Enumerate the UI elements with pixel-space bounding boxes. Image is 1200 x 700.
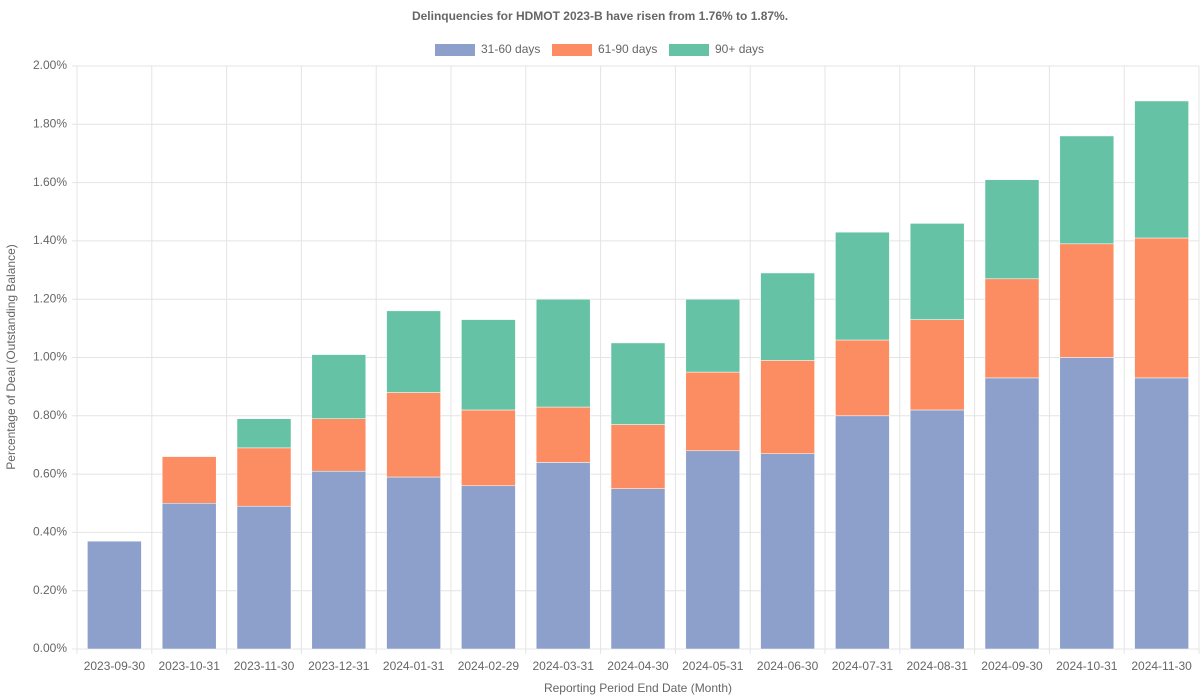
y-tick-label: 0.40% <box>33 525 67 539</box>
bar-segment <box>1134 100 1189 239</box>
x-axis-label: Reporting Period End Date (Month) <box>544 681 732 695</box>
y-tick-label: 1.40% <box>33 233 67 247</box>
bar-segment <box>236 447 292 507</box>
bar-segment <box>461 485 516 650</box>
x-tick-label: 2023-11-30 <box>234 659 295 673</box>
bar-segment <box>685 450 741 650</box>
x-tick-label: 2024-05-31 <box>682 659 744 673</box>
bar-segment <box>984 377 1040 650</box>
x-tick-label: 2024-02-29 <box>458 659 520 673</box>
x-tick-label: 2023-12-31 <box>308 659 370 673</box>
bar-segment <box>311 418 367 472</box>
x-tick-label: 2024-03-31 <box>533 659 595 673</box>
bar-segment <box>835 415 890 650</box>
legend-label: 31-60 days <box>481 42 540 56</box>
x-tick-label: 2024-01-31 <box>383 659 445 673</box>
bar-segment <box>535 406 591 463</box>
legend-label: 61-90 days <box>598 42 657 56</box>
y-tick-label: 1.80% <box>33 116 67 130</box>
bar-segment <box>1059 357 1115 650</box>
bar-segment <box>909 409 965 650</box>
bar-segment <box>161 503 217 650</box>
legend-swatch <box>669 44 709 56</box>
bar-segment <box>386 476 441 650</box>
bar-segment <box>161 456 217 504</box>
bar-segment <box>760 360 815 454</box>
bar-segment <box>1134 237 1189 379</box>
bar-segment <box>461 409 516 487</box>
bar-segment <box>461 319 516 411</box>
y-tick-label: 1.20% <box>33 291 67 305</box>
bar-segment <box>835 231 890 341</box>
chart-title: Delinquencies for HDMOT 2023-B have rise… <box>412 9 788 23</box>
bar-segment <box>87 540 142 650</box>
bar-segment <box>311 470 367 650</box>
bar-segment <box>835 339 890 417</box>
legend-swatch <box>435 44 475 56</box>
bar-segment <box>760 453 815 650</box>
bar-segment <box>311 354 367 419</box>
x-tick-label: 2024-07-31 <box>832 659 894 673</box>
x-tick-label: 2024-11-30 <box>1131 659 1192 673</box>
bar-segment <box>386 392 441 478</box>
bar-segment <box>685 298 741 373</box>
bar-segment <box>610 488 666 650</box>
bar-segment <box>685 371 741 452</box>
y-tick-label: 0.80% <box>33 408 67 422</box>
x-tick-label: 2023-10-31 <box>159 659 221 673</box>
bar-segment <box>984 179 1040 280</box>
y-axis-label: Percentage of Deal (Outstanding Balance) <box>4 244 18 469</box>
y-tick-label: 1.60% <box>33 175 67 189</box>
y-tick-label: 1.00% <box>33 350 67 364</box>
y-tick-label: 0.00% <box>33 641 67 655</box>
bar-segment <box>535 298 591 408</box>
bar-segment <box>236 418 292 449</box>
bar-segment <box>760 272 815 361</box>
y-tick-label: 0.60% <box>33 466 67 480</box>
x-tick-label: 2024-08-31 <box>907 659 969 673</box>
bar-segment <box>535 462 591 650</box>
x-tick-label: 2024-10-31 <box>1056 659 1118 673</box>
legend-swatch <box>552 44 592 56</box>
bar-segment <box>909 223 965 320</box>
bar-segment <box>1134 377 1189 650</box>
bar-segment <box>1059 135 1115 245</box>
x-tick-label: 2023-09-30 <box>84 659 146 673</box>
x-tick-label: 2024-04-30 <box>607 659 669 673</box>
legend-label: 90+ days <box>715 42 764 56</box>
bar-segment <box>610 424 666 489</box>
bar-segment <box>984 278 1040 379</box>
bar-segment <box>909 319 965 411</box>
bar-segment <box>236 505 292 650</box>
y-tick-label: 2.00% <box>33 58 67 72</box>
x-tick-label: 2024-06-30 <box>757 659 819 673</box>
bar-segment <box>1059 243 1115 358</box>
y-tick-label: 0.20% <box>33 583 67 597</box>
bar-segment <box>610 342 666 425</box>
bar-segment <box>386 310 441 393</box>
x-tick-label: 2024-09-30 <box>981 659 1043 673</box>
